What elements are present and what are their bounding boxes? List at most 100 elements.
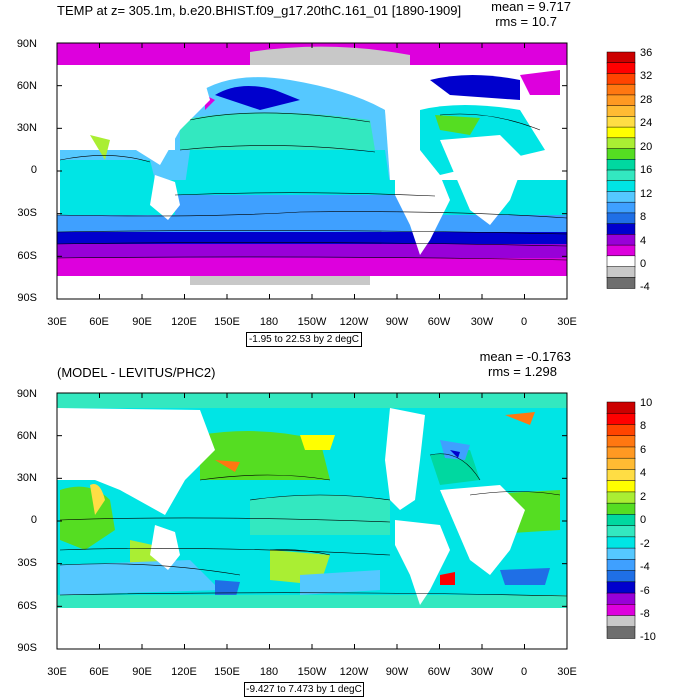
colorbar-swatch [606,502,636,516]
top-colorbar-label: 4 [640,235,647,247]
top-colorbar-label: 12 [640,188,653,200]
top-lon-label: 90W [385,316,409,328]
colorbar-swatch [606,626,636,639]
colorbar-swatch [606,159,636,171]
bottom-lat-label: 60S [17,600,37,612]
colorbar-swatch [606,223,636,236]
top-colorbar-label: 24 [640,117,653,129]
colorbar-swatch [606,277,636,289]
top-lon-label: 30W [470,316,494,328]
bottom-lon-label: 60W [427,666,451,678]
top-lon-label: 180 [259,316,279,328]
bottom-colorbar-label: 10 [640,397,653,409]
colorbar-swatch [606,592,636,606]
bottom-lon-label: 120E [171,666,197,678]
top-lat-label: 90N [16,38,37,50]
colorbar-swatch [606,435,636,448]
bottom-colorbar [606,401,636,639]
top-title: TEMP at z= 305.1m, b.e20.BHIST.f09_g17.2… [57,3,462,18]
colorbar-swatch [606,469,636,482]
colorbar-swatch [606,126,636,139]
colorbar-swatch [606,457,636,471]
colorbar-swatch [606,446,636,459]
bottom-lat-label: 90N [16,388,37,400]
bottom-title: (MODEL - LEVITUS/PHC2) [57,365,216,380]
bottom-lat-label: 90S [17,642,37,654]
top-lon-label: 30E [47,316,67,328]
bottom-lat-label: 30N [16,472,37,484]
bottom-lon-label: 180 [259,666,279,678]
bottom-lon-label: 120W [339,666,369,678]
colorbar-swatch [606,424,636,437]
bottom-colorbar-label: -10 [640,631,656,643]
colorbar-swatch [606,137,636,150]
bottom-colorbar-label: 4 [640,467,647,479]
colorbar-swatch [606,536,636,549]
top-lon-label: 150W [297,316,327,328]
top-colorbar-label: 8 [640,211,647,223]
colorbar-swatch [606,234,636,246]
bottom-field [57,393,567,649]
colorbar-swatch [606,116,636,128]
colorbar-swatch [606,191,636,203]
colorbar-swatch [606,201,636,214]
bottom-colorbar-label: -4 [640,561,650,573]
bottom-colorbar-label: 8 [640,420,647,432]
top-lat-label: 60N [16,80,37,92]
colorbar-swatch [606,51,636,64]
bottom-colorbar-label: 6 [640,444,647,456]
bottom-lon-label: 150W [297,666,327,678]
colorbar-swatch [606,401,636,414]
top-lon-label: 120E [171,316,197,328]
colorbar-swatch [606,83,636,96]
top-panel: TEMP at z= 305.1m, b.e20.BHIST.f09_g17.2… [16,0,653,347]
top-colorbar [606,51,636,289]
colorbar-swatch [606,212,636,225]
bottom-lon-label: 150E [214,666,240,678]
top-colorbar-label: 0 [640,258,647,270]
colorbar-swatch [606,514,636,527]
top-lon-label: 60E [89,316,109,328]
bottom-panel: (MODEL - LEVITUS/PHC2) mean = -0.1763 rm… [0,350,700,700]
colorbar-swatch [606,615,636,628]
top-lon-label: 90E [132,316,152,328]
bottom-map-svg [56,392,636,650]
colorbar-swatch [606,412,636,426]
top-colorbar-label: -4 [640,281,650,293]
bottom-lat-label: 60N [16,430,37,442]
colorbar-swatch [606,570,636,583]
colorbar-swatch [606,169,636,182]
colorbar-swatch [606,266,636,279]
bottom-lon-label: 30W [470,666,494,678]
bottom-lat-label: 30S [17,557,37,569]
top-lon-label: 120W [339,316,369,328]
bottom-lon-label: 30E [557,666,577,678]
top-lon-label: 60W [427,316,451,328]
colorbar-swatch [606,604,636,617]
top-mean-label: mean = 9.717 [491,0,571,14]
colorbar-swatch [606,105,636,118]
colorbar-swatch [606,180,636,193]
bottom-lon-label: 60E [89,666,109,678]
top-lat-label: 90S [17,292,37,304]
colorbar-swatch [606,480,636,493]
bottom-range-label: -9.427 to 7.473 by 1 degC [244,682,364,697]
top-rms-label: rms = 10.7 [495,14,557,29]
bottom-colorbar-label: -6 [640,585,650,597]
bottom-colorbar-label: 0 [640,514,647,526]
bottom-lon-label: 90E [132,666,152,678]
colorbar-swatch [606,581,636,594]
colorbar-swatch [606,244,636,257]
colorbar-swatch [606,73,636,85]
top-colorbar-label: 36 [640,47,653,59]
bottom-lon-label: 30E [47,666,67,678]
top-lon-label: 150E [214,316,240,328]
bottom-rms-label: rms = 1.298 [487,364,557,379]
colorbar-swatch [606,62,636,75]
bottom-colorbar-label: -8 [640,608,650,620]
colorbar-swatch [606,255,636,268]
top-lon-label: 0 [520,316,528,328]
top-colorbar-label: 28 [640,94,653,106]
colorbar-swatch [606,491,636,504]
top-lat-label: 30S [17,207,37,219]
